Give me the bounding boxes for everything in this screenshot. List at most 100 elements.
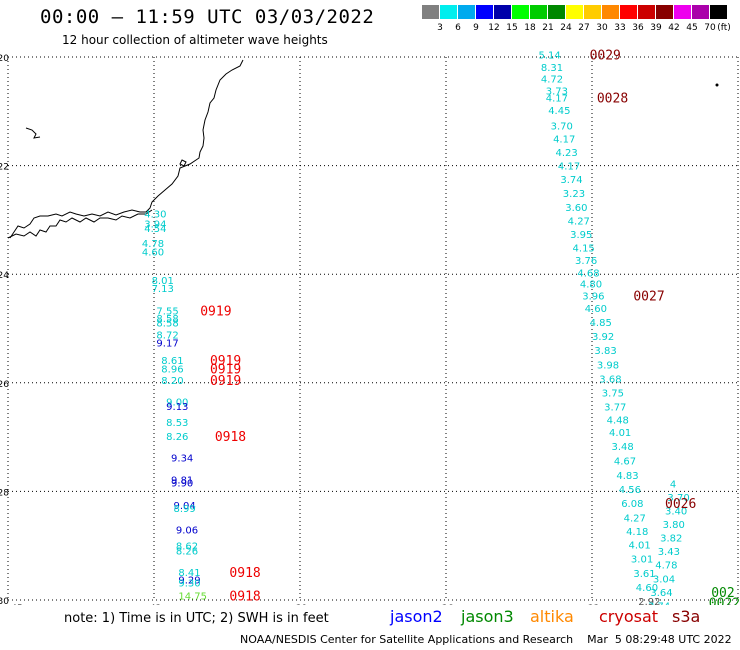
swh-value: 3.95: [570, 230, 592, 241]
colorbar-swatch: [710, 5, 727, 19]
swh-value: 3.68: [599, 374, 621, 385]
swh-value: 3.92: [592, 332, 614, 343]
chart-title: 00:00 – 11:59 UTC 03/03/2022: [40, 6, 375, 28]
swh-value: 4.85: [590, 318, 612, 329]
swh-value: 9.17: [156, 339, 178, 350]
swh-value: 4.30: [144, 209, 166, 220]
swh-value: 4.67: [614, 456, 636, 467]
swh-value: 2.92: [638, 597, 660, 605]
swh-value: 4.27: [568, 216, 590, 227]
colorbar-label: 12: [488, 23, 500, 33]
satellite-jason3: jason3: [461, 607, 514, 626]
swh-value: 3.77: [604, 403, 626, 414]
swh-value: 3.74: [648, 601, 670, 605]
coastline: [7, 59, 719, 239]
swh-value: 4.68: [577, 269, 599, 280]
lon-tick-label: -36: [439, 604, 454, 605]
colorbar-swatch: [512, 5, 529, 19]
colorbar-label: 45: [686, 23, 698, 33]
swh-value: 3.60: [565, 203, 587, 214]
swh-value: 9.04: [173, 501, 195, 512]
pass-time-label: 0918: [229, 590, 260, 605]
swh-value: 9.81: [171, 475, 193, 486]
swh-value: 9.34: [171, 454, 193, 465]
swh-value: 8.01: [152, 276, 174, 287]
colorbar-label: 42: [668, 23, 680, 33]
swh-value: 4.78: [655, 561, 677, 572]
swh-value: 9.90: [171, 479, 193, 490]
colorbar-swatch: [548, 5, 565, 19]
swh-value: 3.61: [633, 569, 655, 580]
lat-tick-label: -30: [0, 597, 9, 605]
swh-value: 3.48: [611, 442, 633, 453]
colorbar-swatch: [692, 5, 709, 19]
lon-tick-label: -42: [147, 604, 162, 605]
colorbar-label: 33: [614, 23, 626, 33]
lon-tick-label: -39: [293, 604, 308, 605]
swh-value: 9.00: [166, 397, 188, 408]
colorbar-swatch: [476, 5, 493, 19]
swh-value: 4.18: [626, 527, 648, 538]
colorbar-swatch: [674, 5, 691, 19]
swh-value: 5.14: [538, 50, 560, 61]
colorbar-label: 6: [455, 23, 461, 33]
lat-tick-label: -20: [0, 54, 9, 64]
pass-time-label: 0027: [633, 289, 664, 304]
swh-value: 3.64: [650, 588, 672, 599]
colorbar-label: 15: [506, 23, 518, 33]
swh-value: 8.53: [166, 418, 188, 429]
swh-value: 3.40: [665, 506, 687, 517]
swh-value: 8.58: [156, 314, 178, 325]
swh-value: 8.62: [176, 542, 198, 553]
swh-value: 3.70: [667, 493, 689, 504]
swh-value: 4.80: [580, 279, 602, 290]
swh-value: 4.45: [548, 106, 570, 117]
swh-value: 7.13: [152, 284, 174, 295]
swh-value: 8.31: [541, 63, 563, 74]
swh-value: 14.75: [178, 592, 207, 603]
swh-value: 8.26: [176, 547, 198, 558]
satellite-s3a: s3a: [672, 607, 701, 626]
pass-time-label: 0919: [210, 374, 241, 389]
satellite-cryosat: cryosat: [599, 607, 659, 626]
pass-time-label: 0918: [215, 430, 246, 445]
colorbar-swatch: [620, 5, 637, 19]
swh-value: 3.43: [658, 547, 680, 558]
swh-value: 8.72: [156, 330, 178, 341]
altimeter-map: -45 -42 -39 -36 -33 -30 -20 -22 -24 -26 -28 -30 4.3…: [0, 48, 740, 605]
swh-value: 8.41: [178, 568, 200, 579]
pass-time-label: 0028: [597, 92, 628, 107]
colorbar-swatch: [422, 5, 439, 19]
swh-value: 4.15: [573, 244, 595, 255]
pass-time-label: 0029: [590, 48, 621, 63]
lon-tick-label: -45: [8, 604, 23, 605]
swh-value: 4.60: [142, 247, 164, 258]
lon-tick-label: -33: [585, 604, 600, 605]
chart-subtitle: 12 hour collection of altimeter wave hei…: [62, 33, 328, 47]
colorbar-label: 3: [437, 23, 443, 33]
coast-detail-1: [7, 209, 153, 239]
swh-value: 4.17: [553, 134, 575, 145]
colorbar-swatch: [530, 5, 547, 19]
swh-value: 4.60: [585, 304, 607, 315]
swh-value: 4.48: [607, 416, 629, 427]
colorbar-swatch: [638, 5, 655, 19]
colorbar-swatch: [602, 5, 619, 19]
swh-value: 3.74: [560, 175, 582, 186]
colorbar-label: 9: [473, 23, 479, 33]
swh-value: 8.61: [161, 356, 183, 367]
swh-value: 4.54: [144, 224, 166, 235]
swh-value: 6.08: [621, 499, 643, 510]
pass-time-label: 0022: [709, 597, 740, 605]
swh-value: 9.29: [178, 575, 200, 586]
lat-tick-label: -22: [0, 163, 9, 173]
swh-value: 8.99: [173, 504, 195, 515]
lat-tick-label: -24: [0, 271, 9, 281]
swh-value: 4.17: [546, 94, 568, 105]
colorbar-label: 18: [524, 23, 536, 33]
swh-value: 4.56: [619, 485, 641, 496]
swh-value: 3.04: [653, 574, 675, 585]
swh-value: 4: [670, 479, 676, 490]
swh-value: 3.75: [602, 389, 624, 400]
swh-value: 3.76: [575, 256, 597, 267]
